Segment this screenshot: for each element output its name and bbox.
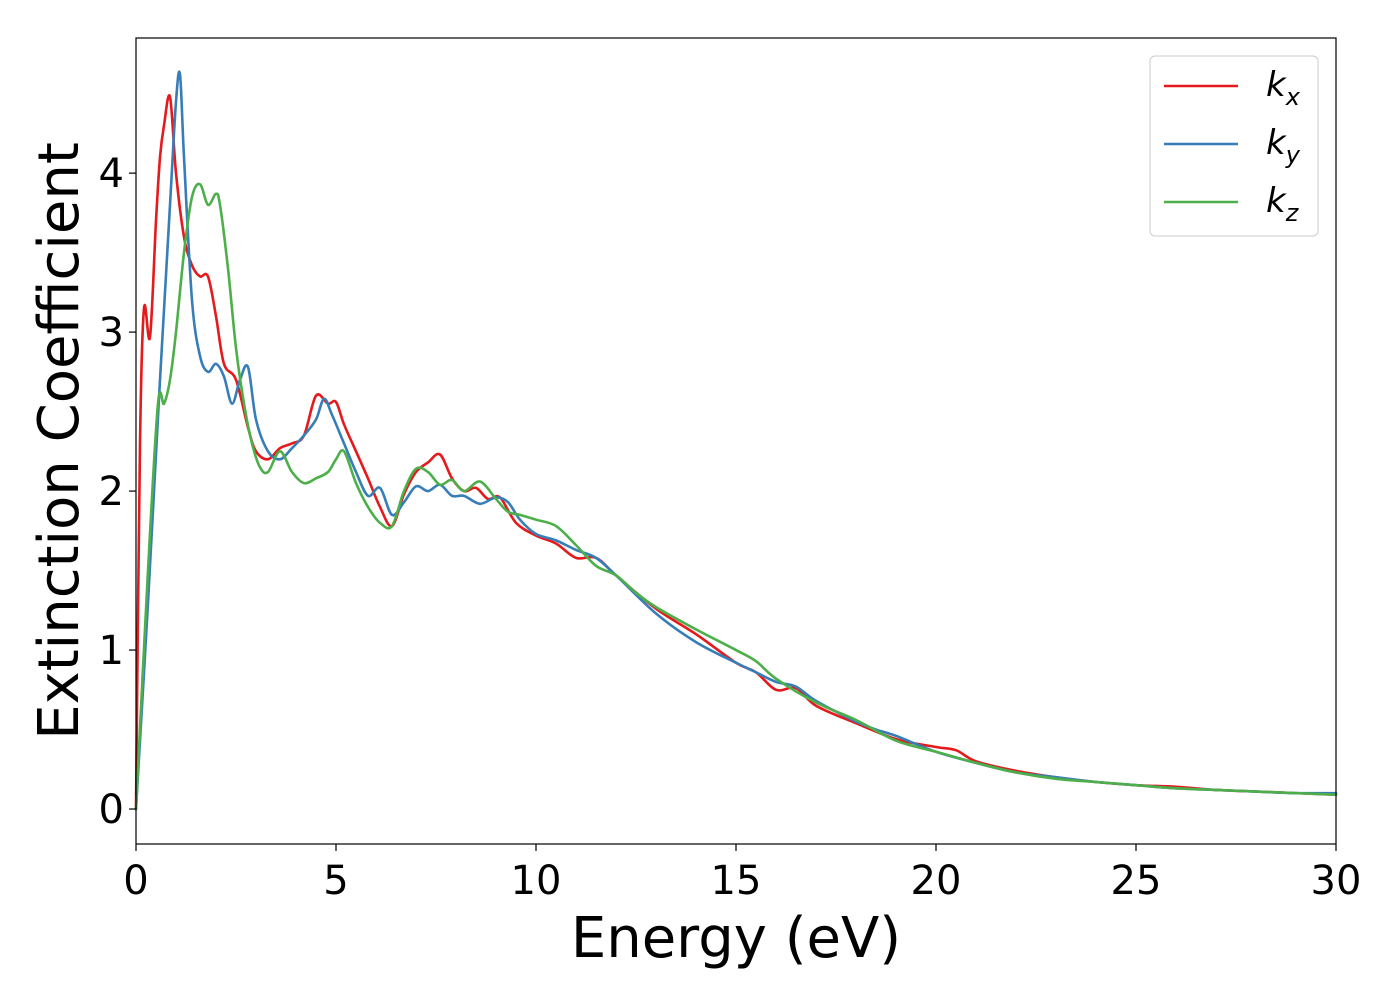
x-tick-label: 0 [123,858,148,904]
x-tick-label: 10 [511,858,562,904]
x-axis-label: Energy (eV) [571,906,901,971]
x-tick-label: 25 [1111,858,1162,904]
x-tick-label: 5 [323,858,348,904]
x-tick-label: 15 [711,858,762,904]
y-tick-label: 3 [99,310,124,356]
y-tick-label: 2 [99,469,124,515]
x-tick-label: 30 [1311,858,1362,904]
series-line-kz [134,182,1338,811]
y-tick-label: 0 [99,787,124,833]
y-axis-label: Extinction Coefficient [27,142,92,740]
series-layer [134,70,1338,811]
x-tick-label: 20 [911,858,962,904]
y-tick-label: 1 [99,628,124,674]
plot-background [136,38,1336,844]
y-axis-ticks: 0 1 2 3 4 [99,151,136,833]
x-axis-ticks: 0 5 10 15 20 25 30 [123,844,1361,904]
series-line-ky [134,70,1338,811]
legend-box [1149,55,1319,237]
y-tick-label: 4 [99,151,124,197]
